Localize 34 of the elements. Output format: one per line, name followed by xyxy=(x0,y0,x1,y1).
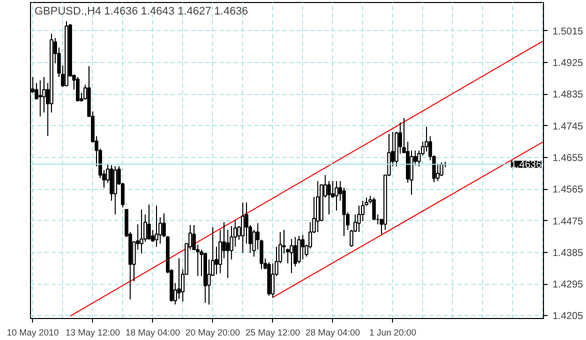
y-tick-label: 1.5015 xyxy=(552,26,584,38)
candlestick xyxy=(440,162,444,177)
x-tick-label: 20 May 20:00 xyxy=(185,328,240,338)
x-tick-label: 28 May 04:00 xyxy=(305,328,360,338)
candlestick xyxy=(290,238,294,274)
x-tick-label: 18 May 04:00 xyxy=(125,328,180,338)
candlestick xyxy=(113,166,118,215)
x-tick-label: 13 May 12:00 xyxy=(65,328,120,338)
candlestick xyxy=(226,229,230,279)
candlestick xyxy=(38,80,42,117)
x-tick-label: 1 Jun 20:00 xyxy=(369,328,416,338)
x-tick-label: 10 May 2010 xyxy=(6,328,59,338)
y-tick-label: 1.4925 xyxy=(552,58,584,70)
candlestick xyxy=(327,180,331,215)
x-tick-label: 25 May 12:00 xyxy=(245,328,300,338)
y-tick-label: 1.4565 xyxy=(552,184,584,196)
candlestick xyxy=(334,180,338,212)
candlestick xyxy=(147,204,151,240)
candlestick xyxy=(297,235,301,264)
y-tick-label: 1.4655 xyxy=(552,153,584,164)
candlestick xyxy=(140,209,144,254)
y-tick-label: 1.4475 xyxy=(552,216,584,228)
candlestick xyxy=(300,234,305,260)
ref-line-label: 1.4636 xyxy=(510,160,542,171)
candlestick xyxy=(240,202,245,254)
y-tick-label: 1.4205 xyxy=(552,311,584,322)
y-tick-label: 1.4295 xyxy=(552,280,584,291)
candlestick xyxy=(154,205,158,248)
y-tick-label: 1.4385 xyxy=(552,248,584,259)
y-tick-label: 1.4745 xyxy=(552,121,584,132)
candlestick xyxy=(42,76,46,114)
chart-title: GBPUSD.,H4 1.4636 1.4643 1.4627 1.4636 xyxy=(34,6,248,18)
candlestick xyxy=(76,76,80,102)
y-tick-label: 1.4835 xyxy=(552,90,584,101)
